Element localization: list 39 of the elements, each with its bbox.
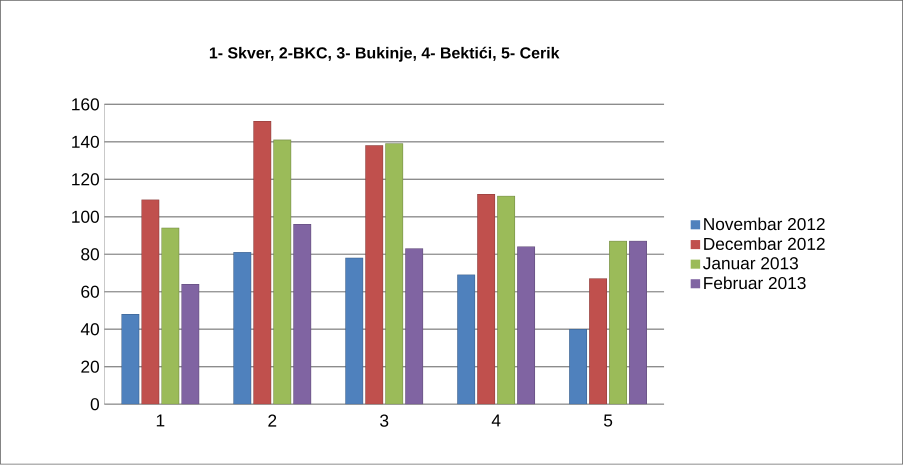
bar (589, 278, 608, 404)
y-tick-label: 80 (81, 248, 99, 261)
bar (497, 196, 516, 404)
bar (365, 146, 384, 404)
x-tick-label: 4 (492, 414, 500, 427)
bar (385, 144, 404, 404)
y-tick-label: 120 (72, 173, 99, 186)
bar (233, 252, 252, 404)
x-tick-label: 2 (268, 414, 276, 427)
bar (405, 248, 424, 404)
y-tick-label: 60 (81, 286, 99, 298)
x-tick-label: 3 (380, 414, 388, 427)
bar (141, 200, 160, 404)
y-tick-label: 100 (72, 210, 99, 224)
y-tick-label: 20 (81, 360, 99, 374)
y-tick-label: 0 (90, 398, 99, 411)
bar (457, 274, 476, 404)
x-tick-label: 5 (604, 414, 612, 427)
y-tick-label: 40 (80, 323, 99, 336)
bar (121, 314, 140, 404)
y-tick-label: 160 (72, 98, 99, 111)
bar (609, 241, 627, 404)
legend-label: Novembar 2012 (704, 218, 825, 230)
bar (569, 329, 588, 404)
legend-label: Februar 2013 (704, 276, 806, 290)
bar (629, 241, 647, 404)
bar (477, 194, 496, 404)
bar (345, 258, 364, 404)
chart-title: 1- Skver, 2-BKC, 3- Bukinje, 4- Bektići, 5- Cerik (210, 46, 560, 62)
bar (253, 121, 272, 404)
x-tick-label: 1 (156, 414, 164, 427)
bar (517, 246, 536, 404)
bar (181, 284, 200, 404)
legend-label: Januar 2013 (703, 257, 798, 270)
bar (293, 224, 312, 404)
y-tick-label: 140 (72, 136, 99, 148)
bar (161, 228, 180, 404)
legend-label: Decembar 2012 (704, 238, 825, 250)
bar (273, 140, 292, 404)
